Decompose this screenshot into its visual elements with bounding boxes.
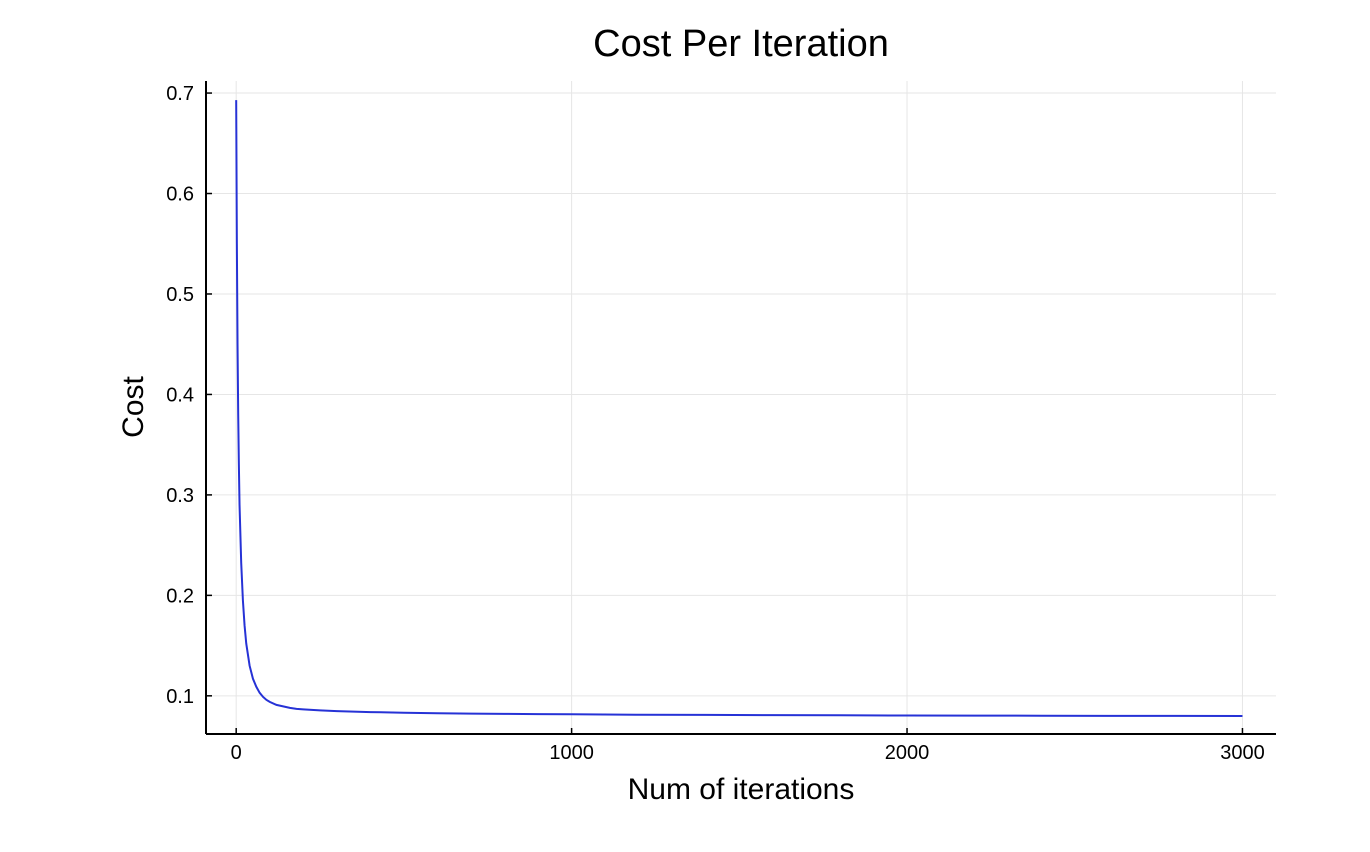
y-tick-label: 0.6 — [166, 184, 194, 206]
axes — [205, 81, 1276, 735]
cost-series-line — [235, 100, 1243, 718]
x-tick-label: 3000 — [1220, 742, 1265, 764]
y-axis-label: Cost — [117, 375, 150, 437]
y-tick-label: 0.7 — [166, 83, 194, 105]
x-tick-label: 0 — [231, 742, 242, 764]
x-tick-label: 1000 — [549, 742, 594, 764]
y-tick-label: 0.4 — [166, 384, 194, 406]
y-tick-label: 0.5 — [166, 284, 194, 306]
x-tick-label: 2000 — [885, 742, 930, 764]
grid — [206, 81, 1276, 734]
y-tick-label: 0.3 — [166, 485, 194, 507]
series — [235, 100, 1243, 718]
chart-title: Cost Per Iteration — [593, 23, 889, 65]
x-axis-label: Num of iterations — [628, 773, 855, 806]
y-tick-label: 0.1 — [166, 686, 194, 708]
ticks: 0 1000 2000 3000 0.1 0.2 0.3 0.4 0.5 0.6 0.7 — [166, 83, 1265, 764]
y-tick-label: 0.2 — [166, 585, 194, 607]
